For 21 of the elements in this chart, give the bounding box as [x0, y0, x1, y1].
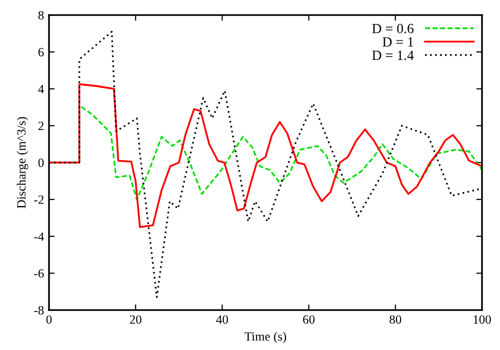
y-tick-label: 8 [38, 11, 44, 20]
y-tick-label: -8 [34, 306, 44, 315]
x-tick-label: 60 [303, 315, 315, 324]
y-tick-label: 4 [38, 84, 44, 94]
y-tick-label: -4 [34, 232, 44, 241]
legend-label: D = 0.6 [372, 24, 414, 34]
y-tick-label: -6 [34, 269, 44, 278]
x-tick-label: 0 [46, 315, 52, 324]
y-axis-title: Discharge (m^3/s) [16, 117, 28, 208]
y-tick-label: 0 [38, 158, 44, 168]
x-tick-label: 100 [474, 315, 491, 324]
x-axis-title: Time (s) [244, 332, 286, 344]
x-tick-label: 40 [216, 315, 228, 324]
legend-label: D = 1.4 [372, 50, 414, 60]
y-tick-label: -2 [34, 196, 44, 204]
line-series [49, 83, 482, 228]
x-tick-label: 20 [130, 315, 142, 324]
y-tick-label: 6 [38, 48, 44, 56]
y-tick-label: 2 [38, 122, 44, 130]
legend-label: D = 1 [382, 37, 414, 47]
x-tick-label: 80 [390, 315, 402, 324]
